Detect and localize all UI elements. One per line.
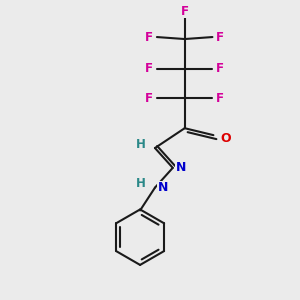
Text: F: F	[216, 92, 224, 105]
Text: F: F	[145, 62, 153, 75]
Text: H: H	[136, 177, 146, 190]
Text: F: F	[216, 62, 224, 75]
Text: F: F	[181, 5, 189, 18]
Text: F: F	[145, 31, 153, 44]
Text: F: F	[145, 92, 153, 105]
Text: N: N	[176, 161, 186, 174]
Text: F: F	[216, 31, 224, 44]
Text: N: N	[158, 181, 168, 194]
Text: O: O	[220, 132, 231, 145]
Text: H: H	[136, 138, 146, 151]
